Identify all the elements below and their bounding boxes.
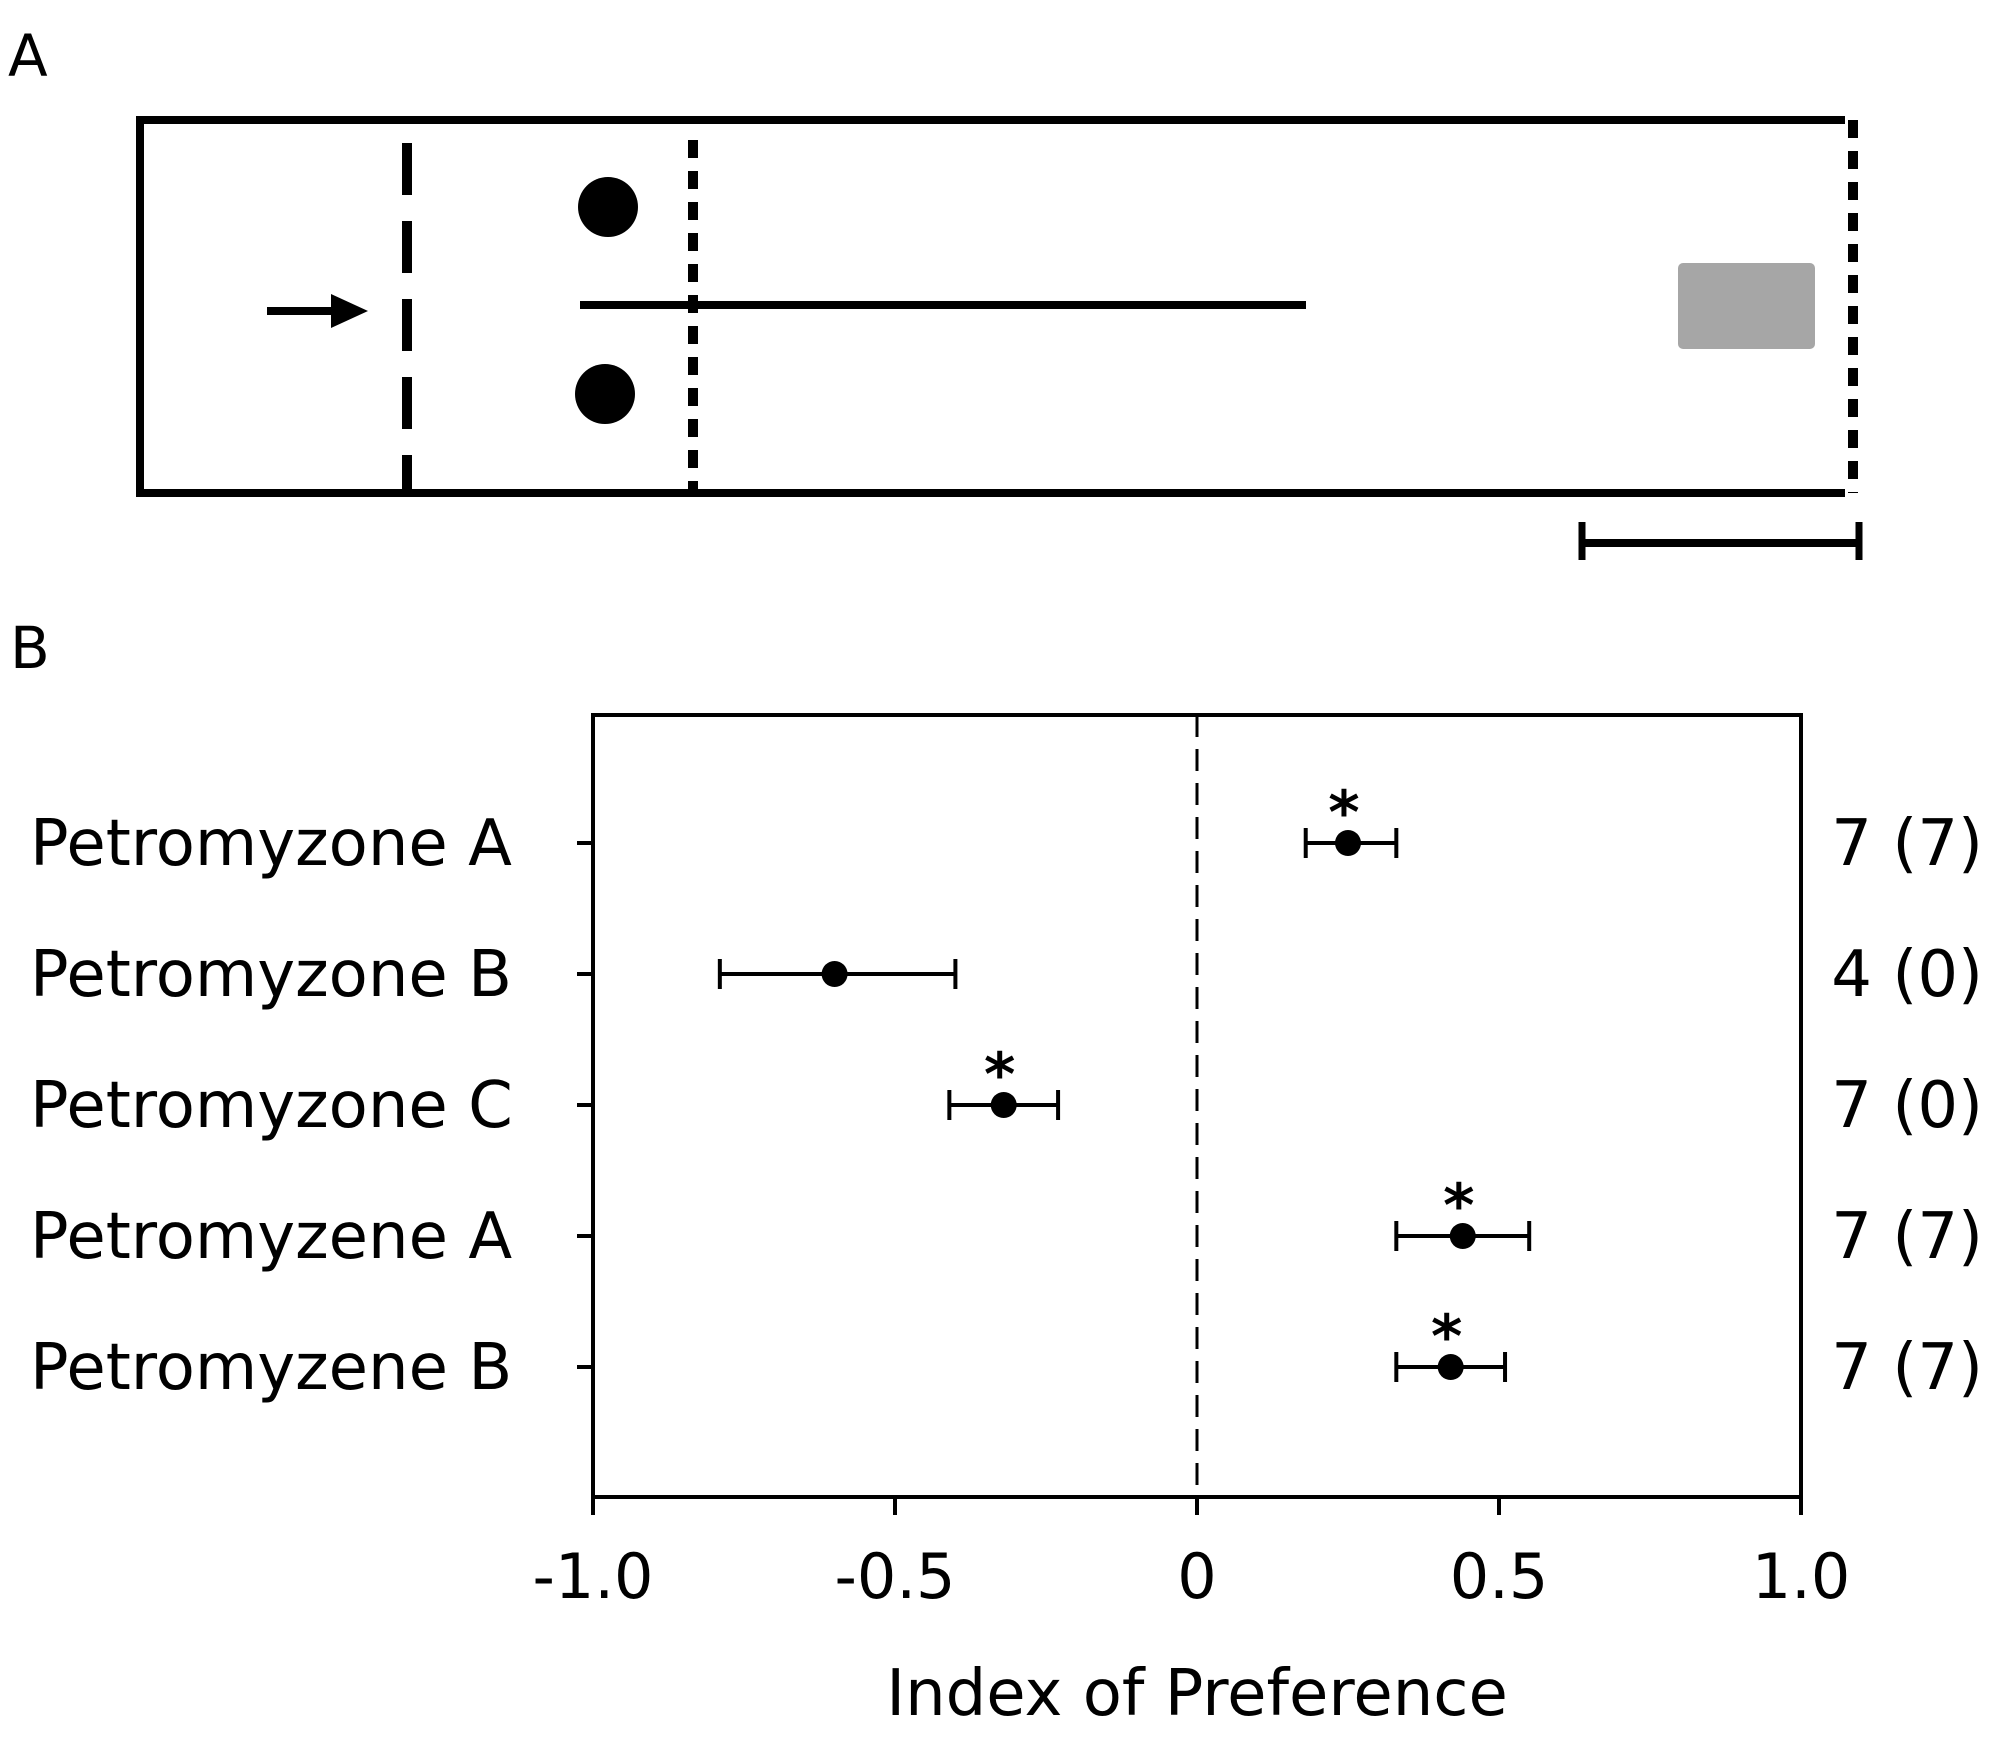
release-cage-upper [578, 177, 638, 237]
x-axis-title: Index of Preference [886, 1657, 1508, 1731]
data-point-group: * [947, 1040, 1061, 1120]
y-category-label: Petromyzone A [30, 807, 512, 881]
significance-marker: * [1328, 778, 1359, 848]
sample-size-labels: 7 (7) 4 (0) 7 (0) 7 (7) 7 (7) [1831, 807, 1983, 1405]
sample-size-label: 7 (7) [1831, 1200, 1983, 1274]
data-point-group [717, 959, 958, 989]
sample-size-label: 7 (7) [1831, 807, 1983, 881]
release-cage-lower [575, 364, 635, 424]
data-point [1335, 830, 1361, 856]
x-tick-label: -0.5 [835, 1540, 956, 1613]
significance-marker: * [1431, 1302, 1462, 1372]
preference-chart: -1.0 -0.5 0 0.5 1.0 Petromyzone APetromyzone… [30, 713, 1983, 1731]
data-point [821, 961, 848, 987]
y-category-label: Petromyzene B [30, 1331, 512, 1405]
flume-walls [136, 116, 1845, 497]
data-point [990, 1092, 1017, 1118]
x-tick-label: -1.0 [533, 1540, 654, 1613]
x-tick-label: 0.5 [1450, 1540, 1549, 1613]
flow-arrow-head [331, 294, 368, 328]
panel-b-label: B [10, 614, 50, 682]
sample-size-label: 7 (0) [1831, 1069, 1983, 1143]
sample-size-label: 4 (0) [1831, 938, 1983, 1012]
significance-marker: * [984, 1040, 1015, 1110]
x-tick-label: 0 [1177, 1540, 1216, 1613]
y-category-label: Petromyzene A [30, 1200, 512, 1274]
data-point [1437, 1354, 1464, 1380]
data-point-group: * [1303, 778, 1399, 858]
panel-a-label: A [8, 22, 48, 90]
data-point-group: * [1394, 1302, 1508, 1382]
y-category-label: Petromyzone C [30, 1069, 513, 1143]
significance-marker: * [1443, 1171, 1474, 1241]
x-axis: -1.0 -0.5 0 0.5 1.0 [533, 1497, 1851, 1613]
x-tick-label: 1.0 [1752, 1540, 1851, 1613]
gray-block [1678, 263, 1815, 349]
data-marks: * * * * [717, 778, 1532, 1382]
y-category-label: Petromyzone B [30, 938, 512, 1012]
y-axis: Petromyzone A Petromyzone B Petromyzone C P… [30, 807, 593, 1405]
data-point-group: * [1394, 1171, 1532, 1251]
data-point [1449, 1223, 1476, 1249]
flume-diagram [136, 116, 1863, 560]
sample-size-label: 7 (7) [1831, 1331, 1983, 1405]
